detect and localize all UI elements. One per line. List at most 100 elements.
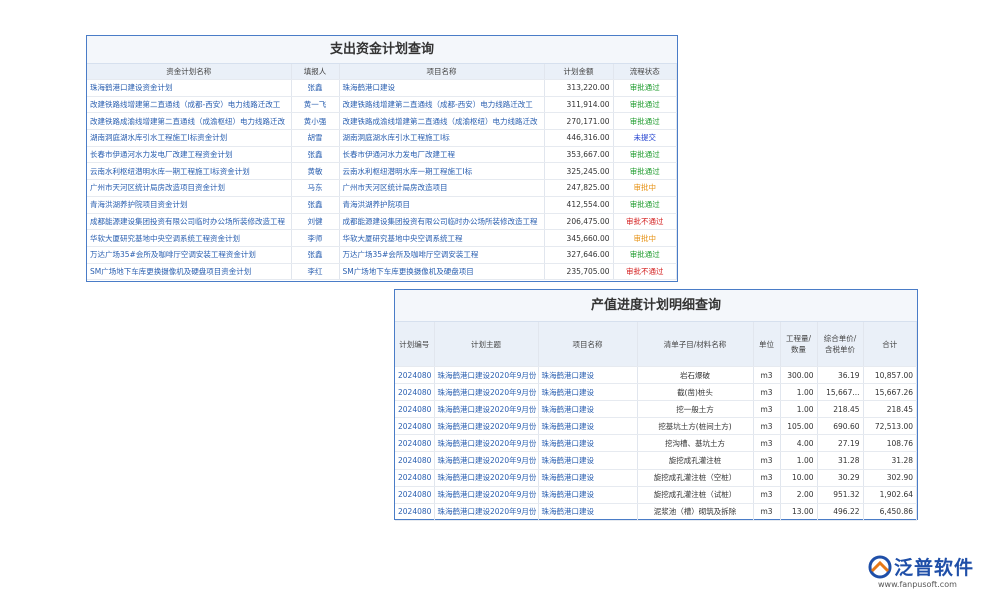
cell: m3 <box>753 383 781 402</box>
cell: 2024080 <box>395 400 435 419</box>
column-header: 合计 <box>863 322 917 367</box>
cell: 改建铁路成渝线增建第二直通线（成渝枢纽）电力线路迁改 <box>339 112 545 131</box>
header-row: 资金计划名称 填报人 项目名称 计划金额 流程状态 <box>87 64 677 80</box>
cell: m3 <box>753 451 781 470</box>
expense-table: 资金计划名称 填报人 项目名称 计划金额 流程状态 珠海鹤港口建设资金计划 张鑫 珠海鹤港口建… <box>87 64 677 281</box>
cell: 审批通过 <box>613 96 677 114</box>
cell: 珠海鹤港口建设资金计划 <box>87 79 292 97</box>
cell: 325,245.00 <box>544 162 614 181</box>
cell: 珠海鹤港口建设2020年9月份 <box>434 434 539 453</box>
cell: SM广场地下车库更换摄像机及硬盘项目 <box>339 263 545 281</box>
cell: 黄小强 <box>291 112 340 131</box>
cell: 长春市伊通河水力发电厂改建工程资金计划 <box>87 146 292 164</box>
column-header: 流程状态 <box>613 64 677 80</box>
cell: 刘健 <box>291 213 340 231</box>
cell: 2024080 <box>395 503 435 521</box>
cell: 10,857.00 <box>863 366 917 385</box>
cell: 6,450.86 <box>863 503 917 521</box>
panel-title: 支出资金计划查询 <box>87 36 677 64</box>
table-row: 广州市天河区统计局房改造项目资金计划 马东 广州市天河区统计局房改造项目 247,82… <box>87 179 677 197</box>
cell: m3 <box>753 503 781 521</box>
output-plan-panel: 产值进度计划明细查询 计划编号 计划主题 项目名称 清单子目/材料名称 单位 工程量/数量… <box>394 289 918 521</box>
cell: m3 <box>753 366 781 385</box>
cell: 广州市天河区统计局房改造项目 <box>339 179 545 197</box>
cell: 218.45 <box>817 400 864 419</box>
cell: 湖南洞庭湖水库引水工程施工I标 <box>339 129 545 147</box>
cell: 206,475.00 <box>544 213 614 231</box>
cell: 247,825.00 <box>544 179 614 197</box>
cell: 珠海鹤港口建设 <box>538 486 638 504</box>
table-row: 2024080 珠海鹤港口建设2020年9月份 珠海鹤港口建设 挖基坑土方(桩间土方)… <box>395 417 917 436</box>
table-row: 云南水利枢纽潜明水库一期工程施工I标资金计划 黄敏 云南水利枢纽潜明水库一期工程施工… <box>87 162 677 181</box>
cell: m3 <box>753 469 781 487</box>
cell: 湖南洞庭湖水库引水工程施工I标资金计划 <box>87 129 292 147</box>
cell: 2024080 <box>395 366 435 385</box>
cell: 泥浆池（槽）砌筑及拆除 <box>637 503 754 521</box>
cell: 690.60 <box>817 417 864 436</box>
cell: 张鑫 <box>291 196 340 214</box>
cell: 云南水利枢纽潜明水库一期工程施工I标资金计划 <box>87 162 292 181</box>
cell: 挖沟槽、基坑土方 <box>637 434 754 453</box>
table-row: 改建铁路线增建第二直通线（成都-西安）电力线路迁改工 黄一飞 改建铁路线增建第二直通… <box>87 96 677 114</box>
cell: 108.76 <box>863 434 917 453</box>
cell: 2024080 <box>395 469 435 487</box>
table-row: 2024080 珠海鹤港口建设2020年9月份 珠海鹤港口建设 挖沟槽、基坑土方 m3 4… <box>395 434 917 453</box>
cell: 412,554.00 <box>544 196 614 214</box>
table-row: 2024080 珠海鹤港口建设2020年9月份 珠海鹤港口建设 岩石爆破 m3 300.0… <box>395 366 917 385</box>
cell: 审批中 <box>613 229 677 247</box>
cell: 珠海鹤港口建设2020年9月份 <box>434 486 539 504</box>
cell: 李红 <box>291 263 340 281</box>
cell: 4.00 <box>780 434 818 453</box>
table-row: 珠海鹤港口建设资金计划 张鑫 珠海鹤港口建设 313,220.00 审批通过 <box>87 79 677 97</box>
cell: 珠海鹤港口建设2020年9月份 <box>434 503 539 521</box>
cell: 旋挖成孔灌注桩 <box>637 451 754 470</box>
cell: 珠海鹤港口建设 <box>538 503 638 521</box>
table-row: 湖南洞庭湖水库引水工程施工I标资金计划 胡雪 湖南洞庭湖水库引水工程施工I标 446,… <box>87 129 677 147</box>
cell: 496.22 <box>817 503 864 521</box>
cell: 胡雪 <box>291 129 340 147</box>
column-header: 计划编号 <box>395 322 435 367</box>
cell: 审批不通过 <box>613 263 677 281</box>
cell: 2024080 <box>395 434 435 453</box>
table-row: 华软大厦研究基地中央空调系统工程资金计划 李师 华软大厦研究基地中央空调系统工程 34… <box>87 229 677 247</box>
cell: 270,171.00 <box>544 112 614 131</box>
cell: 青海洪湖养护院项目 <box>339 196 545 214</box>
column-header: 填报人 <box>291 64 340 80</box>
cell: 15,667... <box>817 383 864 402</box>
cell: SM广场地下车库更换摄像机及硬盘项目资金计划 <box>87 263 292 281</box>
cell: 15,667.26 <box>863 383 917 402</box>
cell: 1.00 <box>780 383 818 402</box>
cell: 珠海鹤港口建设2020年9月份 <box>434 400 539 419</box>
cell: 311,914.00 <box>544 96 614 114</box>
cell: 951.32 <box>817 486 864 504</box>
cell: 青海洪湖养护院项目资金计划 <box>87 196 292 214</box>
logo-icon <box>868 555 892 579</box>
cell: 1.00 <box>780 451 818 470</box>
header-row: 计划编号 计划主题 项目名称 清单子目/材料名称 单位 工程量/数量 综合单价/含税单价 合计 <box>395 322 917 367</box>
cell: 218.45 <box>863 400 917 419</box>
cell: 长春市伊通河水力发电厂改建工程 <box>339 146 545 164</box>
cell: 审批通过 <box>613 79 677 97</box>
cell: 审批通过 <box>613 146 677 164</box>
cell: m3 <box>753 486 781 504</box>
cell: 珠海鹤港口建设 <box>538 417 638 436</box>
column-header: 资金计划名称 <box>87 64 292 80</box>
cell: 成都能源建设集团投资有限公司临时办公场所装修改造工程 <box>87 213 292 231</box>
cell: 327,646.00 <box>544 246 614 264</box>
cell: 截(凿)桩头 <box>637 383 754 402</box>
cell: 华软大厦研究基地中央空调系统工程资金计划 <box>87 229 292 247</box>
table-row: 青海洪湖养护院项目资金计划 张鑫 青海洪湖养护院项目 412,554.00 审批通过 <box>87 196 677 214</box>
cell: 珠海鹤港口建设 <box>538 451 638 470</box>
table-row: 万达广场35#会所及咖啡厅空调安装工程资金计划 张鑫 万达广场35#会所及咖啡厅空调… <box>87 246 677 264</box>
cell: 旋挖成孔灌注桩（空桩） <box>637 469 754 487</box>
cell: 马东 <box>291 179 340 197</box>
cell: 珠海鹤港口建设 <box>538 383 638 402</box>
panel-title: 产值进度计划明细查询 <box>395 290 917 322</box>
cell: 审批通过 <box>613 162 677 181</box>
cell: 珠海鹤港口建设2020年9月份 <box>434 469 539 487</box>
cell: 2024080 <box>395 383 435 402</box>
cell: 改建铁路线增建第二直通线（成都-西安）电力线路迁改工 <box>87 96 292 114</box>
cell: 235,705.00 <box>544 263 614 281</box>
cell: 广州市天河区统计局房改造项目资金计划 <box>87 179 292 197</box>
